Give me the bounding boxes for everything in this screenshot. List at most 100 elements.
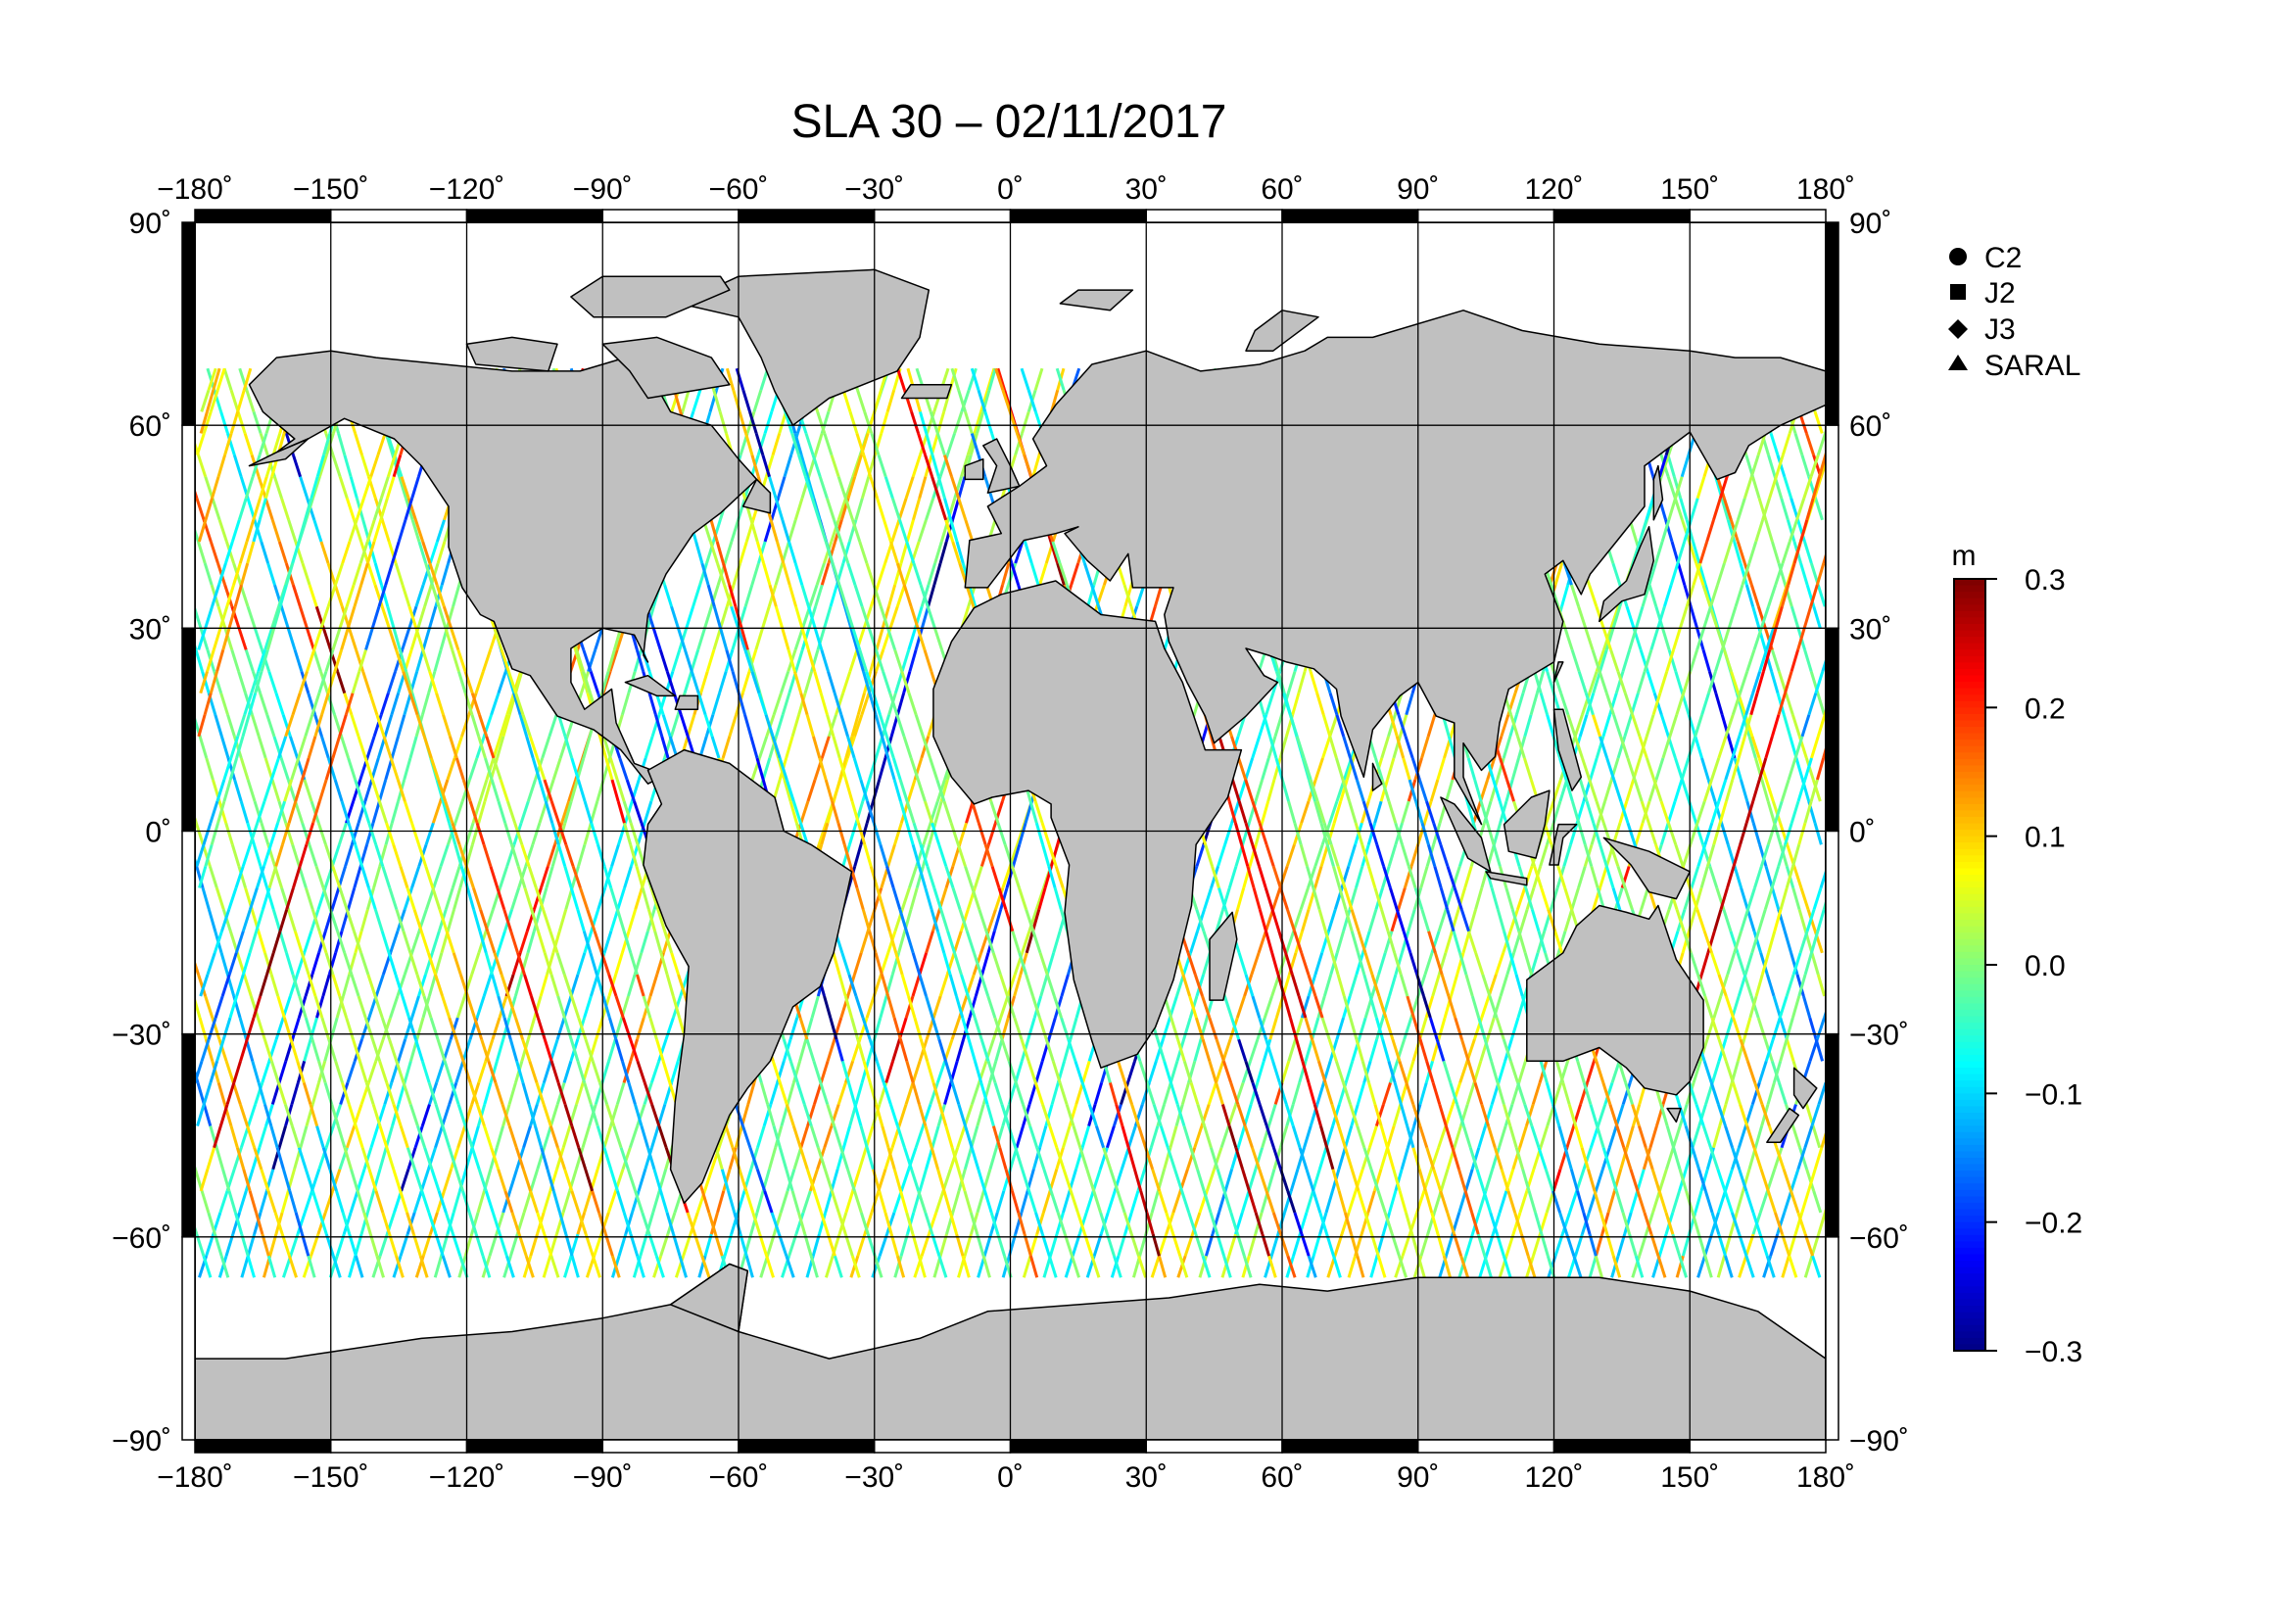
track-segment [199,627,210,650]
track-segment [1050,389,1060,412]
track-segment [730,519,740,543]
track-segment [725,584,736,607]
track-segment [873,1017,883,1040]
track-segment [338,995,349,1019]
track-segment [283,1104,294,1127]
track-segment [881,1125,890,1149]
track-segment [236,410,247,434]
track-segment [260,1169,270,1192]
track-segment [569,779,579,802]
track-segment [654,693,665,716]
track-segment [549,800,560,824]
track-segment [903,1147,914,1170]
track-segment [561,1190,572,1214]
track-segment [878,1190,887,1214]
track-segment [401,627,411,650]
track-segment [485,736,496,759]
track-segment [253,800,263,824]
track-segment [337,433,347,455]
track-segment [277,541,288,564]
track-segment [291,974,302,997]
track-segment [441,995,452,1019]
track-segment [1750,736,1761,759]
track-segment [659,952,669,976]
track-segment [1694,562,1705,586]
track-segment [510,887,521,911]
track-segment [501,714,511,738]
track-segment [542,1255,552,1278]
track-segment [438,909,449,932]
track-segment [392,1169,403,1192]
track-segment [239,757,250,781]
track-segment [678,1255,689,1278]
track-segment [758,736,769,759]
track-segment [232,1147,243,1170]
track-segment [873,1255,883,1278]
track-segment [841,1125,852,1149]
track-segment [622,1060,633,1083]
track-segment [198,736,209,759]
track-segment [830,519,840,543]
track-segment [497,800,507,824]
track-segment [927,584,936,607]
track-segment [1013,974,1023,997]
track-segment [506,995,517,1019]
track-segment [640,1125,649,1149]
track-segment [271,909,282,932]
track-segment [636,1104,646,1127]
track-segment [797,693,807,716]
track-segment [659,1190,669,1214]
track-segment [221,909,232,932]
track-segment [359,909,369,932]
track-segment [478,779,489,802]
track-segment [415,714,426,738]
track-segment [1701,649,1711,672]
track-segment [714,1233,724,1257]
track-segment [298,605,309,629]
track-segment [431,800,443,824]
track-segment [799,800,810,824]
track-segment [369,1125,380,1149]
track-segment [629,822,640,845]
track-segment [847,1081,857,1105]
track-segment [330,887,341,911]
track-segment [711,693,722,716]
track-segment [899,1233,909,1257]
track-segment [679,714,690,738]
track-segment [623,865,633,888]
track-segment [1780,498,1790,521]
track-segment [1714,693,1724,716]
track-segment [314,865,325,888]
track-segment [606,1190,618,1214]
track-segment [380,519,391,543]
track-segment [495,1125,505,1149]
track-segment [246,605,257,629]
track-segment [312,519,323,543]
track-segment [858,1147,868,1170]
track-segment [316,822,327,845]
track-segment [602,865,613,888]
track-segment [380,931,391,954]
track-segment [433,649,443,672]
track-segment [429,1017,440,1040]
track-segment [371,1104,382,1127]
track-segment [721,562,732,586]
track-segment [843,1233,854,1257]
track-segment [622,931,633,954]
track-segment [636,1255,645,1278]
track-segment [468,1081,479,1105]
track-segment [847,822,858,845]
track-segment [208,865,218,888]
track-segment [829,1017,838,1040]
track-segment [943,1081,953,1105]
track-segment [739,1233,748,1257]
track-segment [346,1060,357,1083]
track-segment [354,779,364,802]
track-segment [329,1017,339,1040]
track-segment [616,887,626,911]
track-segment [275,1147,285,1170]
track-segment [1037,887,1047,911]
track-segment [911,1060,922,1083]
track-segment [850,1017,860,1040]
track-segment [890,519,901,543]
